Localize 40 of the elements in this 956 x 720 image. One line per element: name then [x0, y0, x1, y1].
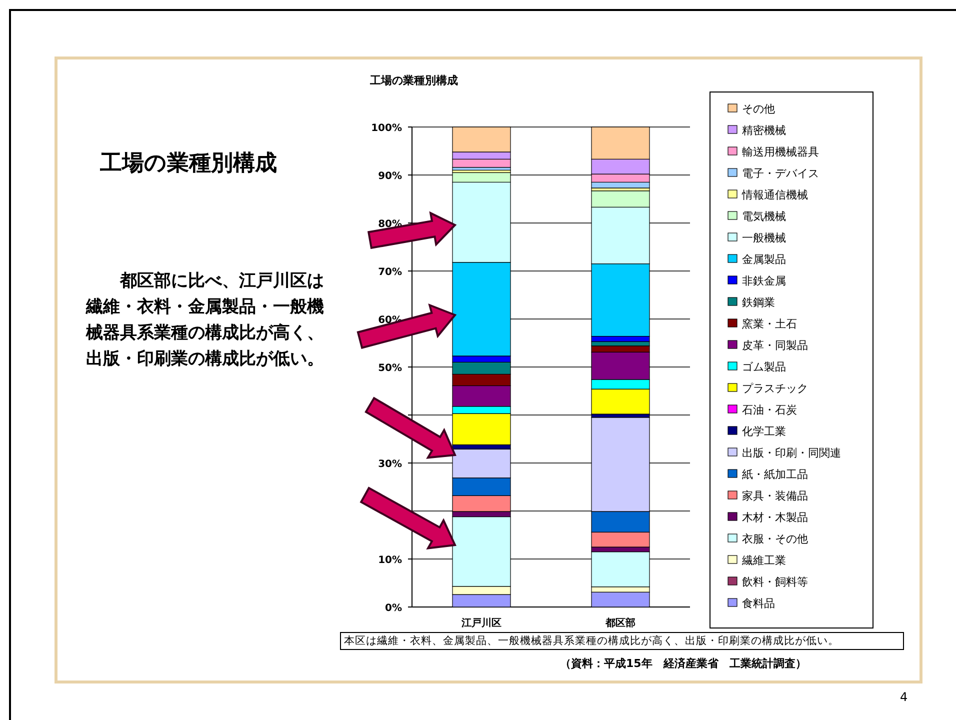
x-tick-label: 江戸川区: [460, 617, 502, 629]
y-tick-label: 10%: [378, 555, 402, 566]
legend-label: 紙・紙加工品: [742, 468, 808, 481]
legend-label: 輸送用機械器具: [742, 146, 819, 158]
text: 都区部に比べ、江戸川区は繊維・衣料・金属製品・一般機械器具系業種の構成比が高く、出版・印刷業の構成比が低い。: [86, 270, 325, 371]
legend-label: 鉄鋼業: [742, 296, 775, 309]
y-tick-label: 50%: [378, 363, 402, 374]
y-tick-label: 80%: [378, 219, 402, 230]
y-tick-label: 90%: [378, 171, 402, 182]
legend-label: 皮革・同製品: [742, 339, 808, 352]
legend-label: 石油・石炭: [742, 404, 797, 416]
legend-label: 飲料・飼料等: [742, 576, 808, 588]
legend-label: 一般機械: [742, 232, 786, 244]
y-tick-label: 100%: [371, 123, 402, 134]
legend-label: 衣服・その他: [742, 532, 808, 546]
legend-label: 精密機械: [742, 124, 786, 137]
y-tick-label: 70%: [378, 267, 402, 278]
legend-label: 出版・印刷・同関連: [742, 446, 841, 460]
legend-label: 食料品: [742, 597, 775, 610]
legend-label: プラスチック: [742, 382, 808, 395]
text: 工場の業種別構成: [100, 150, 277, 178]
text: 4: [900, 690, 908, 704]
chart-title: 工場の業種別構成: [369, 74, 458, 87]
legend-label: 繊維工業: [741, 554, 786, 567]
legend-label: 非鉄金属: [742, 274, 786, 288]
legend-label: 情報通信機械: [741, 188, 808, 202]
legend-label: ゴム製品: [742, 360, 786, 374]
y-tick-label: 0%: [385, 603, 402, 614]
y-tick-label: 30%: [378, 459, 402, 470]
legend-label: 窯業・土石: [742, 318, 797, 330]
legend-label: 家具・装備品: [742, 490, 808, 502]
legend-label: 金属製品: [742, 253, 786, 266]
legend-label: 化学工業: [742, 425, 786, 438]
legend-label: 電子・デバイス: [742, 167, 819, 180]
text: 本区は繊維・衣料、金属製品、一般機械器具系業種の構成比が高く、出版・印刷業の構成比が低い。: [340, 632, 904, 650]
legend-label: 電気機械: [742, 210, 786, 223]
legend-label: 木材・木製品: [742, 511, 808, 524]
legend-label: その他: [742, 102, 775, 116]
text: （資料：平成15年 経済産業省 工業統計調査）: [560, 656, 806, 671]
x-tick-label: 都区部: [604, 617, 636, 629]
